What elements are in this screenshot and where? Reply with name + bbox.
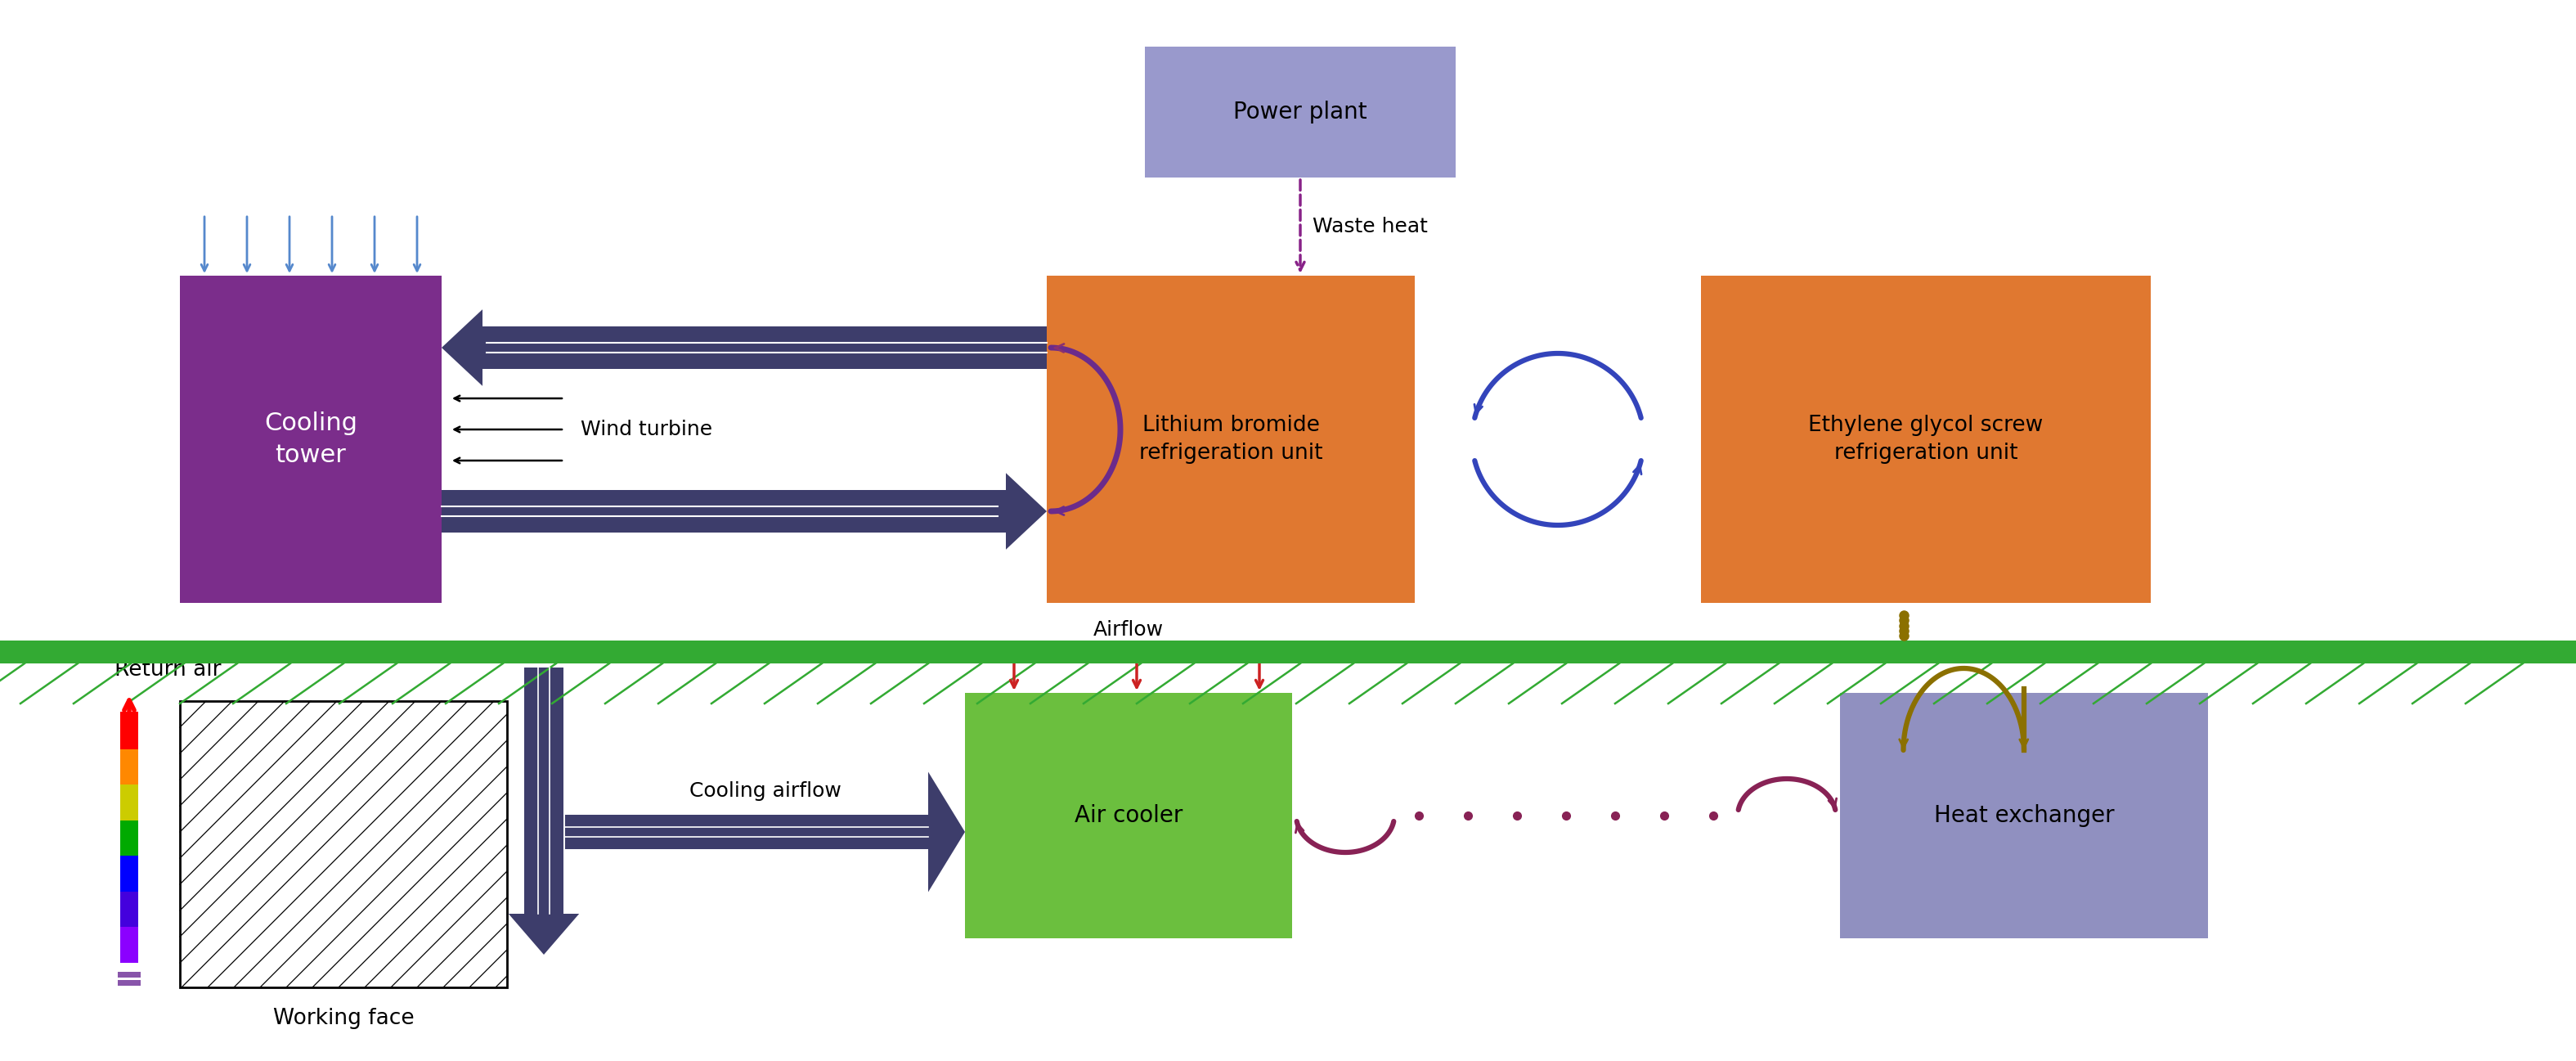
Bar xyxy=(482,327,1046,369)
Text: Waste heat: Waste heat xyxy=(1314,216,1427,237)
Text: Wind turbine: Wind turbine xyxy=(580,420,714,439)
Bar xyxy=(0,641,2576,663)
Text: Lithium bromide
refrigeration unit: Lithium bromide refrigeration unit xyxy=(1139,415,1321,464)
Bar xyxy=(564,815,927,849)
Bar xyxy=(121,712,139,749)
Text: Airflow: Airflow xyxy=(1092,620,1164,640)
Text: Cooling
tower: Cooling tower xyxy=(265,412,358,467)
Bar xyxy=(121,925,139,962)
Bar xyxy=(1839,693,2208,938)
Bar xyxy=(118,972,142,977)
Bar xyxy=(440,490,1005,533)
Polygon shape xyxy=(440,310,482,386)
Bar xyxy=(121,819,139,856)
Bar xyxy=(118,980,142,986)
Text: Working face: Working face xyxy=(273,1008,415,1029)
Bar xyxy=(1144,47,1455,177)
Bar xyxy=(121,854,139,891)
Text: Return air: Return air xyxy=(113,659,222,680)
Text: Power plant: Power plant xyxy=(1234,101,1368,123)
Bar xyxy=(523,667,564,914)
Polygon shape xyxy=(927,771,966,892)
Bar xyxy=(966,693,1293,938)
Text: Ethylene glycol screw
refrigeration unit: Ethylene glycol screw refrigeration unit xyxy=(1808,415,2043,464)
Bar xyxy=(1046,276,1414,603)
Bar xyxy=(180,276,440,603)
Polygon shape xyxy=(507,914,580,955)
Bar xyxy=(1700,276,2151,603)
Polygon shape xyxy=(1005,473,1046,550)
Text: Cooling airflow: Cooling airflow xyxy=(688,781,840,801)
Bar xyxy=(121,783,139,820)
Bar xyxy=(121,747,139,785)
Text: Air cooler: Air cooler xyxy=(1074,804,1182,827)
Bar xyxy=(180,701,507,988)
Bar xyxy=(121,890,139,927)
Text: Heat exchanger: Heat exchanger xyxy=(1935,804,2115,827)
